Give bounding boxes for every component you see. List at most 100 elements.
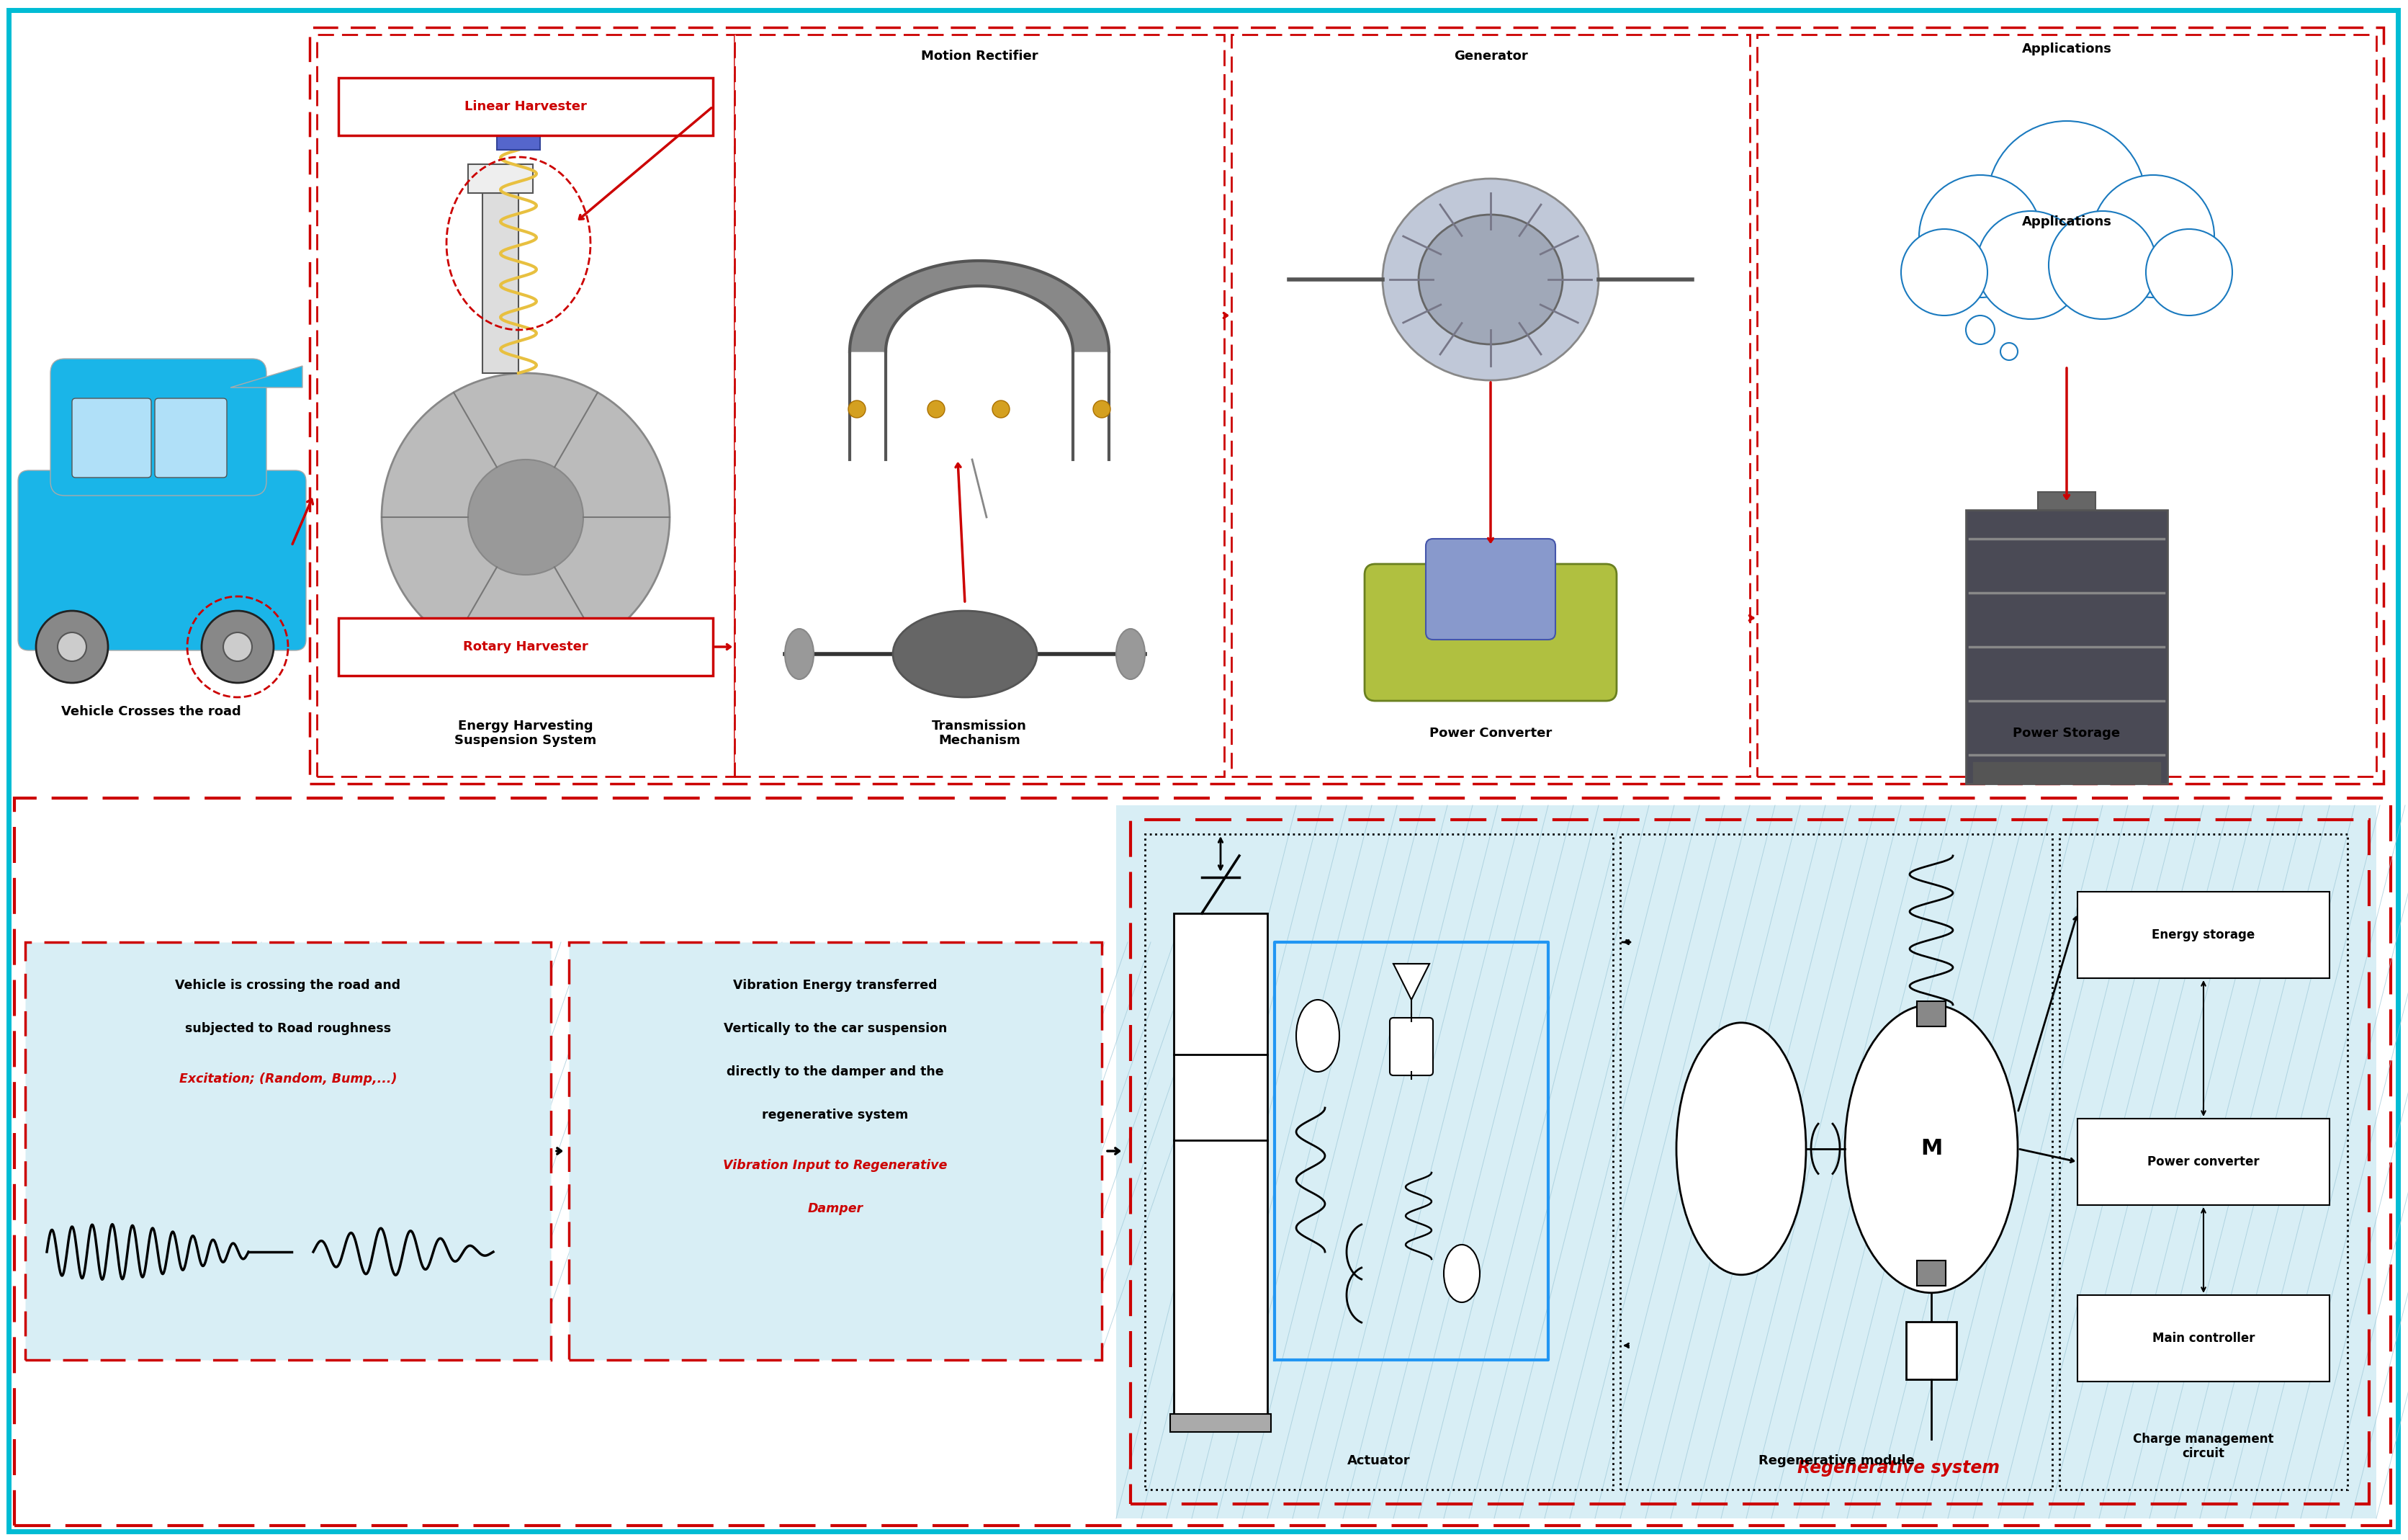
Circle shape	[992, 400, 1009, 417]
Polygon shape	[958, 262, 970, 286]
Polygon shape	[872, 297, 905, 316]
Circle shape	[36, 611, 108, 682]
FancyBboxPatch shape	[1426, 539, 1556, 639]
Polygon shape	[995, 262, 1009, 288]
Polygon shape	[1057, 302, 1093, 319]
Text: Actuator: Actuator	[1348, 1454, 1411, 1468]
Bar	[467, 165, 532, 192]
Polygon shape	[1023, 271, 1047, 296]
Polygon shape	[852, 328, 889, 339]
Polygon shape	[850, 340, 886, 348]
Text: Energy Harvesting
Suspension System: Energy Harvesting Suspension System	[455, 719, 597, 747]
Polygon shape	[1047, 288, 1079, 310]
Bar	[1758, 34, 2377, 776]
Polygon shape	[975, 260, 982, 286]
Bar	[2078, 892, 2329, 978]
Polygon shape	[898, 277, 925, 300]
Polygon shape	[1007, 265, 1023, 290]
Bar	[1917, 1260, 1946, 1286]
Circle shape	[1987, 122, 2146, 279]
Polygon shape	[927, 266, 946, 291]
Bar	[1917, 1001, 1946, 1026]
Polygon shape	[942, 263, 958, 288]
Polygon shape	[850, 345, 886, 351]
Polygon shape	[1050, 293, 1084, 313]
Text: subjected to Road roughness: subjected to Road roughness	[185, 1023, 390, 1035]
Text: M: M	[1919, 1138, 1943, 1160]
Bar	[1230, 34, 1751, 776]
Ellipse shape	[785, 628, 814, 679]
Text: Main controller: Main controller	[2153, 1332, 2254, 1344]
Bar	[1170, 1414, 1271, 1432]
Text: Transmission
Mechanism: Transmission Mechanism	[932, 719, 1026, 747]
Text: Motion Rectifier: Motion Rectifier	[920, 49, 1038, 63]
Circle shape	[1977, 211, 2085, 319]
Circle shape	[380, 373, 669, 661]
Circle shape	[1965, 316, 1994, 345]
Ellipse shape	[893, 611, 1038, 698]
Circle shape	[202, 611, 275, 682]
Bar	[2037, 491, 2095, 510]
Circle shape	[224, 633, 253, 661]
Circle shape	[2001, 343, 2018, 360]
Polygon shape	[982, 260, 992, 286]
Polygon shape	[1072, 340, 1108, 348]
Bar	[340, 618, 713, 676]
Text: Regenerative module: Regenerative module	[1758, 1454, 1914, 1468]
Circle shape	[58, 633, 87, 661]
Polygon shape	[877, 293, 908, 313]
Polygon shape	[1072, 334, 1108, 343]
Ellipse shape	[1445, 1244, 1481, 1303]
Text: Vertically to the car suspension: Vertically to the car suspension	[722, 1023, 946, 1035]
Polygon shape	[855, 323, 891, 334]
Polygon shape	[860, 313, 896, 326]
Polygon shape	[913, 271, 937, 296]
Polygon shape	[968, 260, 975, 286]
Ellipse shape	[1418, 214, 1563, 345]
Bar	[318, 34, 734, 776]
Bar	[1907, 1321, 1958, 1380]
Text: Damper: Damper	[807, 1203, 862, 1215]
Bar	[1129, 819, 2369, 1505]
Text: Vibration Energy transferred: Vibration Energy transferred	[734, 979, 937, 992]
Polygon shape	[1038, 280, 1067, 303]
Text: Energy storage: Energy storage	[2153, 929, 2254, 941]
Bar	[496, 114, 539, 149]
Bar	[1972, 762, 2160, 784]
Bar	[311, 28, 2384, 784]
Polygon shape	[1043, 285, 1072, 306]
Polygon shape	[1069, 328, 1108, 339]
Polygon shape	[867, 302, 901, 319]
FancyBboxPatch shape	[154, 399, 226, 477]
Bar	[1621, 835, 2052, 1489]
Circle shape	[848, 400, 864, 417]
FancyBboxPatch shape	[1389, 1018, 1433, 1075]
Circle shape	[1919, 176, 2042, 297]
Polygon shape	[1028, 274, 1052, 297]
Circle shape	[2049, 211, 2158, 319]
Circle shape	[927, 400, 944, 417]
Polygon shape	[920, 268, 942, 294]
Text: Vibration Input to Regenerative: Vibration Input to Regenerative	[722, 1160, 946, 1172]
Polygon shape	[905, 274, 932, 297]
Text: Vehicle Crosses the road: Vehicle Crosses the road	[60, 705, 241, 718]
Polygon shape	[1394, 964, 1430, 999]
Text: Power converter: Power converter	[2148, 1155, 2259, 1169]
Polygon shape	[1067, 317, 1103, 331]
Bar	[1173, 913, 1267, 1417]
Polygon shape	[893, 280, 920, 303]
Text: Rotary Harvester: Rotary Harvester	[462, 641, 588, 653]
Circle shape	[1900, 229, 1987, 316]
Polygon shape	[1016, 268, 1040, 294]
Bar	[1144, 835, 1613, 1489]
Text: Charge management
circuit: Charge management circuit	[2133, 1432, 2273, 1460]
Polygon shape	[951, 262, 963, 288]
Bar	[568, 942, 1103, 1360]
Polygon shape	[1064, 313, 1100, 326]
Ellipse shape	[1382, 179, 1599, 380]
Polygon shape	[857, 317, 893, 331]
Bar	[1965, 510, 2167, 784]
Bar	[24, 942, 551, 1360]
Circle shape	[467, 459, 583, 574]
Text: Power Converter: Power Converter	[1430, 727, 1551, 739]
